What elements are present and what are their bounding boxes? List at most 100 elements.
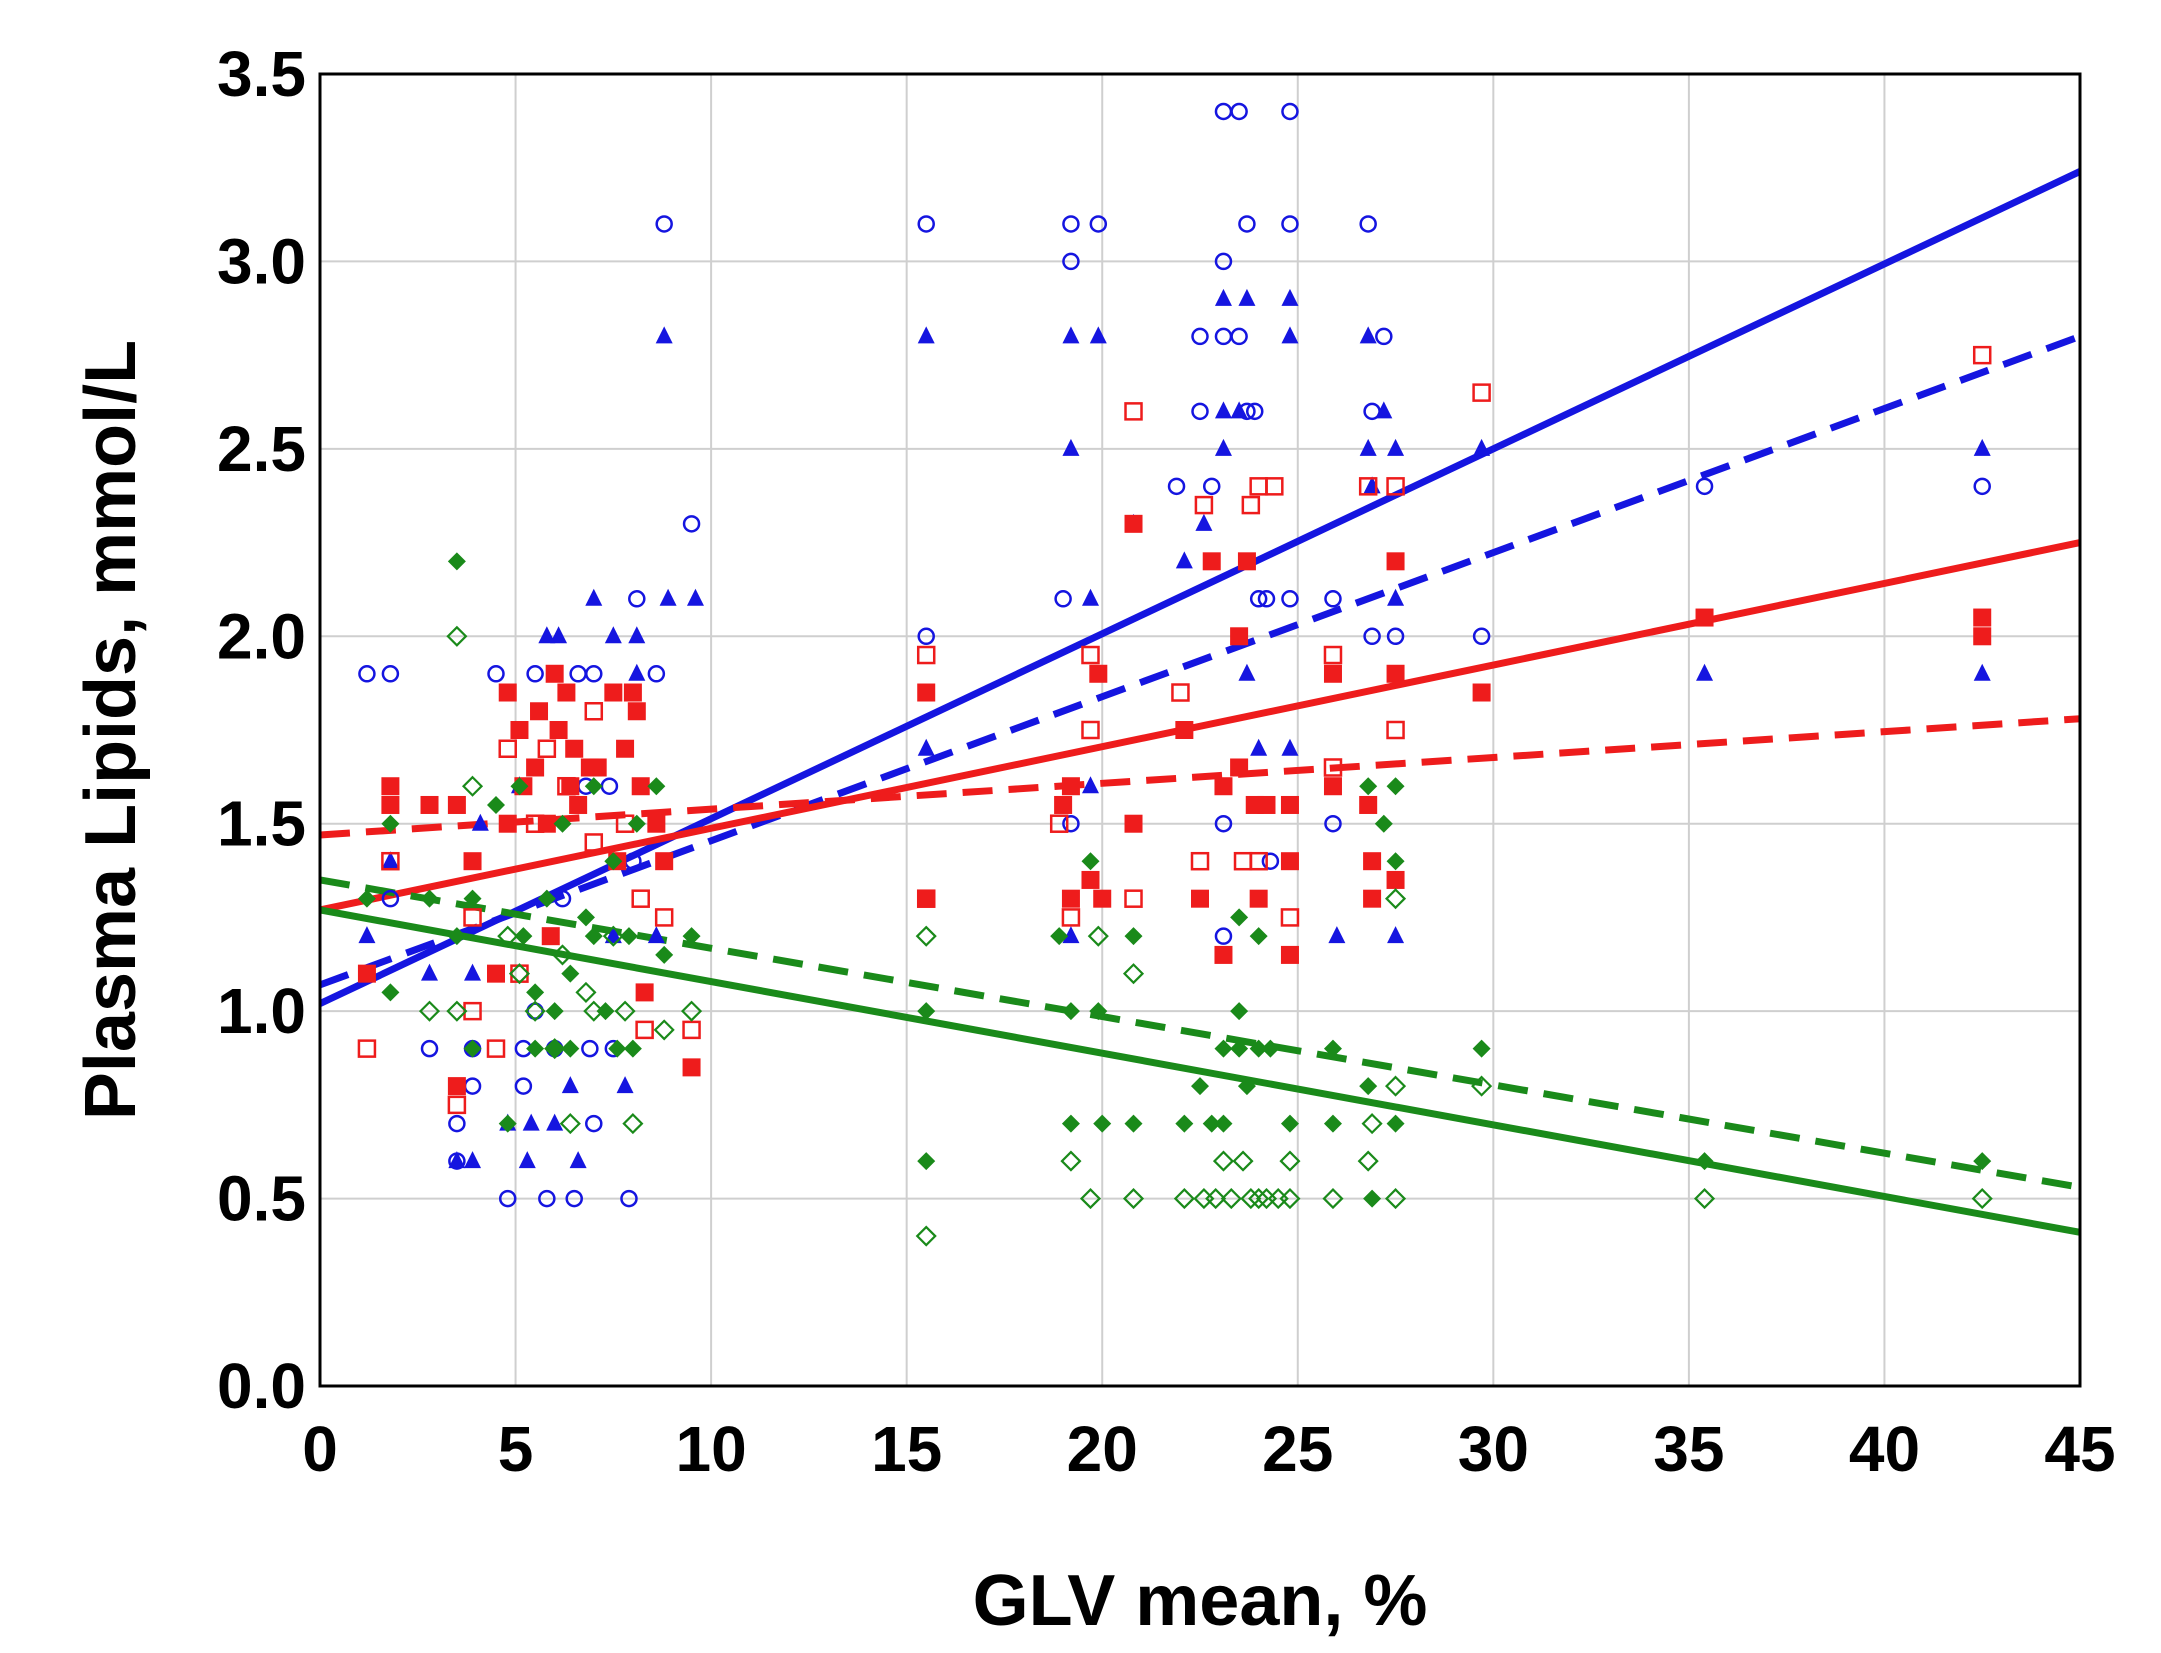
- blue-open-circle-point: [620, 1189, 638, 1208]
- red-open-square-point: [916, 889, 936, 908]
- plot-frame: [318, 72, 2082, 1388]
- green-open-diamond-point: [1122, 963, 1145, 985]
- green-filled-diamond-point: [1359, 1077, 1378, 1096]
- red-filled-square-point: [1386, 552, 1405, 571]
- y-tick-label: 3.0: [217, 225, 306, 297]
- red-filled-square-point: [1323, 777, 1342, 796]
- red-filled-square-point: [1191, 889, 1209, 908]
- red-open-square-point: [1124, 889, 1143, 908]
- green-open-diamond-point: [1361, 1113, 1383, 1135]
- blue-open-circle-point: [1062, 215, 1080, 233]
- green-filled-diamond-point: [1386, 777, 1405, 796]
- green-open-diamond-point: [446, 625, 468, 647]
- red-filled-square-point: [1124, 514, 1143, 533]
- red-filled-square-point: [1472, 683, 1491, 702]
- green-filled-diamond-point: [1230, 908, 1249, 927]
- red-open-square-point: [1081, 720, 1100, 740]
- blue-open-circle-point: [1230, 327, 1248, 346]
- blue-open-circle-point: [647, 665, 666, 683]
- red-filled-square-point: [498, 683, 517, 702]
- red-open-square-point: [631, 889, 650, 908]
- blue-filled-triangle-point: [628, 663, 646, 681]
- red-filled-square-point: [682, 1058, 701, 1077]
- blue-open-circle-point: [1375, 327, 1393, 346]
- green-open-diamond-point: [1173, 1188, 1195, 1210]
- green-filled-diamond-point: [1214, 1039, 1233, 1058]
- red-filled-square-point: [463, 852, 482, 871]
- blue-open-circle-point: [1214, 327, 1233, 346]
- green-open-diamond-point: [1205, 1188, 1227, 1210]
- green-open-diamond-point: [1079, 1188, 1102, 1210]
- red-filled-square-point: [1359, 795, 1378, 814]
- blue-open-circle-point: [917, 627, 935, 646]
- green-filled-diamond-point: [447, 552, 466, 571]
- green-open-diamond-point: [508, 963, 531, 985]
- red-filled-square-point: [1695, 608, 1714, 627]
- green-filled-diamond-point: [510, 777, 529, 796]
- red-filled-square-point: [1214, 945, 1233, 964]
- green-filled-diamond-point: [623, 1039, 642, 1058]
- green-open-diamond-point: [1384, 888, 1407, 910]
- y-tick-label: 1.0: [217, 975, 306, 1047]
- blue-open-circle-point: [1191, 402, 1209, 421]
- blue-open-circle-point: [1202, 477, 1221, 496]
- series-blue-open-circle: [358, 102, 1991, 1208]
- blue-filled-triangle-point: [1973, 438, 1991, 456]
- blue-filled-triangle-point: [550, 626, 568, 644]
- blue-open-circle-point: [381, 665, 400, 683]
- blue-open-circle-point: [1281, 102, 1299, 121]
- green-open-diamond-point: [1087, 925, 1109, 947]
- green-open-diamond-point: [1471, 1075, 1493, 1097]
- green-open-diamond-point: [1240, 1188, 1262, 1210]
- green-open-diamond-point: [915, 1225, 937, 1247]
- green-filled-diamond-point: [447, 927, 466, 946]
- green-filled-diamond-point: [1050, 927, 1069, 946]
- red-open-square-point: [357, 1039, 377, 1058]
- blue-open-circle-point: [358, 665, 376, 683]
- blue-filled-triangle-point: [1238, 663, 1256, 681]
- red-open-square-point: [682, 1020, 701, 1040]
- red-filled-square-point: [623, 683, 642, 702]
- trend-lines: [318, 168, 2082, 1236]
- green-filled-diamond-point: [1061, 1002, 1080, 1021]
- red-filled-square-point: [1363, 889, 1382, 908]
- red-open-square-point: [1249, 851, 1268, 871]
- blue-filled-triangle-point: [1062, 926, 1080, 944]
- blue-filled-triangle-point: [686, 588, 704, 606]
- series-green-filled-diamond: [357, 552, 1992, 1208]
- x-tick-label: 45: [2044, 1413, 2115, 1485]
- red-filled-square-point: [1081, 870, 1100, 889]
- green-open-diamond-point: [915, 925, 937, 947]
- red-filled-square-point: [1061, 889, 1080, 908]
- green-filled-diamond-point: [917, 1002, 936, 1021]
- green-open-diamond-point: [524, 1000, 546, 1022]
- red-open-square-point: [654, 908, 674, 927]
- red-open-square-point: [1124, 402, 1143, 421]
- red-filled-square-point: [1249, 889, 1268, 908]
- green-filled-diamond-point: [917, 1152, 936, 1171]
- blue-filled-triangle-point: [1081, 588, 1099, 606]
- green-open-diamond-point: [1357, 1150, 1379, 1172]
- blue-open-circle-point: [1246, 402, 1264, 421]
- blue-open-circle-point: [1230, 102, 1248, 121]
- green-filled-diamond-point: [1374, 814, 1393, 833]
- green-dashed-fit: [319, 876, 2081, 1191]
- red-open-square-point: [584, 833, 604, 852]
- green-filled-diamond-point: [682, 927, 701, 946]
- red-filled-square-point: [1280, 795, 1299, 814]
- green-filled-diamond-point: [619, 927, 638, 946]
- blue-filled-triangle-point: [1089, 326, 1107, 344]
- green-open-diamond-point: [544, 1038, 566, 1060]
- red-filled-square-point: [381, 795, 400, 814]
- blue-filled-triangle-point: [546, 1113, 564, 1131]
- red-open-square-point: [1358, 477, 1378, 496]
- blue-open-circle-point: [1257, 590, 1276, 608]
- green-solid-fit: [319, 906, 2081, 1236]
- blue-filled-triangle-point: [569, 1151, 587, 1169]
- x-tick-label: 35: [1653, 1413, 1724, 1485]
- red-filled-square-point: [1237, 552, 1256, 571]
- green-open-diamond-point: [1122, 1188, 1145, 1210]
- red-filled-square-point: [447, 795, 466, 814]
- blue-filled-triangle-point: [604, 626, 622, 644]
